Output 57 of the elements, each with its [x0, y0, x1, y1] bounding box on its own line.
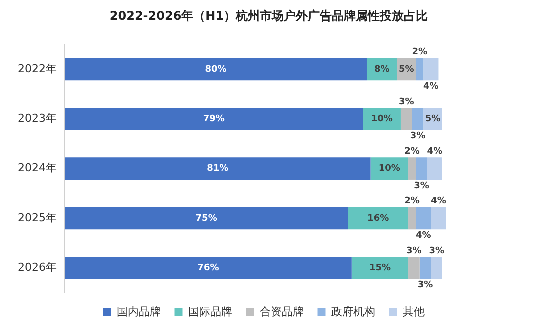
y-tick-label: 2025年: [18, 211, 57, 224]
bar: [416, 158, 428, 180]
bar: [412, 108, 424, 130]
y-tick-label: 2026年: [18, 261, 57, 274]
data-label: 4%: [431, 196, 446, 207]
data-label: 3%: [429, 246, 444, 256]
data-label: 80%: [205, 64, 227, 75]
y-tick-label: 2024年: [18, 162, 57, 175]
data-label: 4%: [427, 146, 443, 157]
chart-title: 2022-2026年（H1）杭州市场户外广告品牌属性投放占比: [108, 8, 430, 25]
bar: [408, 207, 416, 230]
data-label: 4%: [416, 231, 432, 241]
data-label: 10%: [378, 164, 400, 174]
data-label: 10%: [371, 114, 393, 124]
data-label: 2%: [412, 48, 428, 58]
data-label: 3%: [406, 246, 422, 256]
bar: [408, 256, 420, 280]
data-label: 3%: [410, 132, 426, 142]
data-label: 3%: [414, 181, 430, 192]
bar: [363, 108, 401, 130]
data-label: 15%: [369, 264, 391, 274]
bar: [352, 256, 409, 280]
data-label: 16%: [368, 214, 390, 224]
legend-label: 国际品牌: [188, 305, 232, 318]
bar: [64, 256, 352, 280]
bar: [424, 58, 439, 81]
bar: [408, 158, 416, 180]
bar: [400, 108, 412, 130]
y-tick-label: 2023年: [18, 112, 57, 125]
bar: [348, 207, 409, 230]
bar: [64, 207, 348, 230]
legend-label: 国内品牌: [116, 305, 161, 318]
data-label: 8%: [374, 64, 390, 75]
bar: [427, 158, 442, 180]
bar: [64, 158, 371, 180]
data-label: 4%: [424, 82, 439, 92]
data-label: 79%: [203, 114, 225, 124]
y-tick-label: 2022年: [18, 62, 57, 76]
bar: [431, 256, 442, 280]
bar: [416, 207, 432, 230]
bar: [416, 58, 424, 81]
data-label: 2%: [404, 196, 420, 207]
legend-label: 政府机构: [331, 305, 376, 318]
bar: [431, 207, 446, 230]
bar: [64, 58, 367, 81]
data-label: 3%: [418, 280, 434, 291]
data-label: 3%: [398, 97, 414, 108]
data-label: 76%: [198, 264, 220, 274]
data-label: 2%: [404, 146, 420, 157]
legend-label: 其他: [402, 305, 425, 318]
legend-label: 合资品牌: [260, 305, 304, 318]
bar: [64, 108, 364, 130]
data-label: 81%: [207, 164, 229, 174]
data-label: 5%: [398, 64, 414, 75]
data-label: 5%: [425, 114, 441, 124]
data-label: 75%: [196, 214, 218, 224]
bar: [420, 256, 432, 280]
